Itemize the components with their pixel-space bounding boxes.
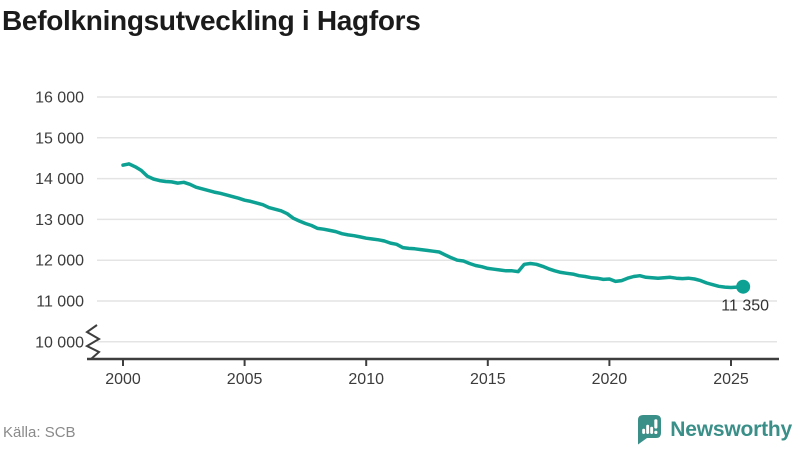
y-tick-label: 15 000 [35, 130, 84, 147]
y-tick-label: 13 000 [35, 212, 84, 229]
y-tick-label: 16 000 [35, 90, 84, 107]
newsworthy-icon [638, 415, 662, 445]
x-tick-label: 2005 [227, 371, 263, 388]
newsworthy-logo: Newsworthy [635, 414, 792, 445]
y-tick-label: 12 000 [35, 253, 84, 270]
end-point-dot [736, 279, 751, 294]
end-point-label: 11 350 [721, 298, 769, 315]
x-tick-label: 2000 [105, 371, 141, 388]
axis-break-icon [84, 324, 101, 360]
y-tick-label: 10 000 [35, 334, 84, 351]
source-label: Källa: SCB [3, 424, 76, 441]
x-tick-label: 2010 [348, 371, 384, 388]
population-line [121, 162, 745, 290]
y-tick-label: 14 000 [35, 171, 84, 188]
x-tick-label: 2015 [470, 371, 506, 388]
newsworthy-wordmark: Newsworthy [670, 417, 792, 441]
y-tick-label: 11 000 [36, 294, 84, 311]
chart-title: Befolkningsutveckling i Hagfors [2, 5, 421, 36]
population-line-chart: 10 000 11 000 12 000 13 000 14 000 15 000 16 0… [35, 90, 779, 388]
x-tick-label: 2020 [592, 371, 628, 388]
x-tick-label: 2025 [713, 371, 749, 388]
